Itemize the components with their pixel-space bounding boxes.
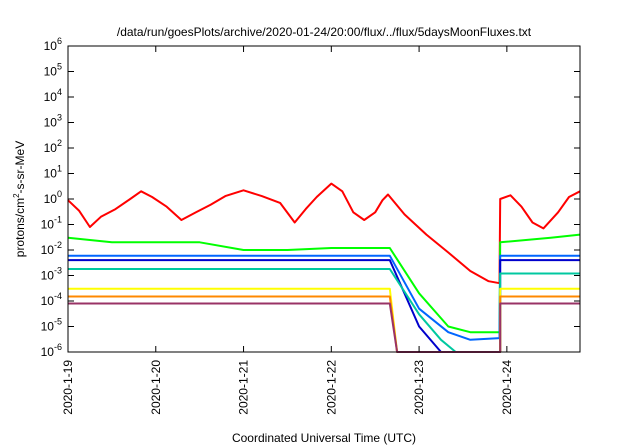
series-line-1 [67, 182, 581, 285]
y-tick-label-exp-6: 0 [57, 189, 62, 199]
y-tick-label-base-7: 10 [44, 167, 58, 181]
x-tick-label-4: 2020-1-23 [412, 360, 426, 415]
y-tick-label-exp-2: -4 [54, 291, 62, 301]
x-tick-label-0: 2020-1-19 [61, 360, 75, 415]
y-tick-label-base-0: 10 [41, 345, 55, 359]
x-tick-label-2: 2020-1-21 [237, 360, 251, 415]
y-tick-label-exp-12: 6 [57, 36, 62, 46]
y-axis-label-base: protons/cm [13, 198, 27, 257]
y-tick-label-12: 106 [44, 36, 62, 53]
y-tick-label-base-3: 10 [41, 269, 55, 283]
series-line-6 [68, 287, 580, 353]
y-tick-label-11: 105 [44, 62, 62, 79]
y-tick-label-1: 10-5 [41, 317, 62, 334]
series-layer [67, 182, 581, 353]
y-tick-label-base-5: 10 [41, 218, 55, 232]
y-axis-label-rest: -s-sr-MeV [13, 141, 27, 194]
series-line-5 [68, 268, 580, 353]
y-tick-label-exp-11: 5 [57, 62, 62, 72]
y-tick-label-base-9: 10 [44, 116, 58, 130]
y-tick-label-exp-1: -5 [54, 317, 62, 327]
x-tick-label-3: 2020-1-22 [324, 360, 338, 415]
y-tick-label-6: 100 [44, 189, 62, 206]
y-tick-label-7: 101 [44, 164, 62, 181]
y-tick-label-exp-0: -6 [54, 342, 62, 352]
series-line-7 [68, 295, 580, 353]
chart-title: /data/run/goesPlots/archive/2020-01-24/2… [117, 25, 532, 39]
y-tick-label-4: 10-2 [41, 240, 62, 257]
y-tick-label-base-11: 10 [44, 65, 58, 79]
y-tick-label-0: 10-6 [41, 342, 62, 359]
y-tick-label-exp-5: -1 [54, 215, 62, 225]
y-tick-label-base-4: 10 [41, 243, 55, 257]
y-tick-label-2: 10-4 [41, 291, 62, 308]
series-line-2 [67, 233, 581, 334]
plot-frame [67, 45, 581, 353]
y-tick-label-base-12: 10 [44, 39, 58, 53]
y-tick-label-base-10: 10 [44, 90, 58, 104]
y-tick-label-base-2: 10 [41, 294, 55, 308]
y-tick-label-8: 102 [44, 138, 62, 155]
y-tick-label-exp-7: 1 [57, 164, 62, 174]
y-tick-label-base-6: 10 [44, 192, 58, 206]
ticks-layer: 10-610-510-410-310-210-11001011021031041… [41, 36, 580, 415]
y-tick-label-9: 103 [44, 113, 62, 130]
x-tick-label-1: 2020-1-20 [149, 360, 163, 415]
series-line-8 [68, 302, 580, 353]
y-tick-label-10: 104 [44, 87, 62, 104]
y-tick-label-exp-10: 4 [57, 87, 62, 97]
y-tick-label-exp-8: 2 [57, 138, 62, 148]
y-tick-label-base-8: 10 [44, 141, 58, 155]
y-tick-label-exp-9: 3 [57, 113, 62, 123]
y-tick-label-base-1: 10 [41, 320, 55, 334]
x-tick-label-5: 2020-1-24 [500, 360, 514, 415]
y-axis-label: protons/cm2-s-sr-MeV [12, 141, 27, 257]
y-axis-label-sup: 2 [12, 193, 21, 198]
y-tick-label-exp-4: -2 [54, 240, 62, 250]
y-tick-label-5: 10-1 [41, 215, 62, 232]
y-tick-label-3: 10-3 [41, 266, 62, 283]
x-axis-label: Coordinated Universal Time (UTC) [232, 431, 416, 445]
y-tick-label-exp-3: -3 [54, 266, 62, 276]
